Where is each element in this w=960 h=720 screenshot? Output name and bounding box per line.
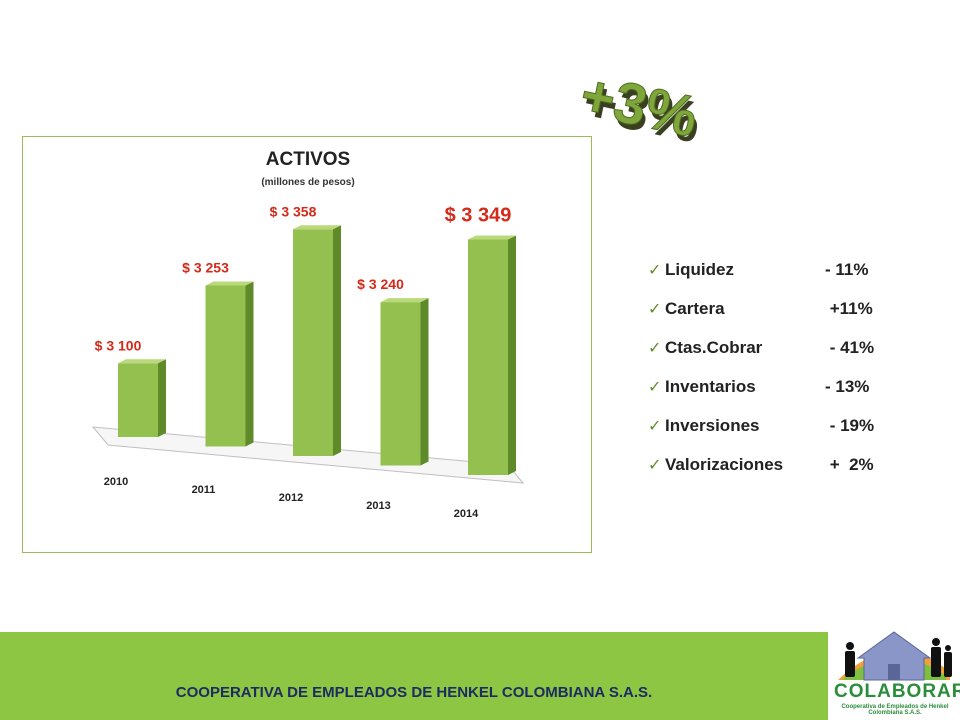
bar-value-label: $ 3 349: [445, 204, 512, 226]
x-tick-label: 2012: [279, 492, 303, 504]
kpi-list: ✓ Liquidez - 11% ✓ Cartera +11% ✓ Ctas.C…: [648, 250, 908, 484]
kpi-label: Ctas.Cobrar: [665, 337, 763, 357]
kpi-value: +11%: [825, 298, 873, 318]
bar-value-label: $ 3 100: [95, 337, 142, 353]
kpi-item: ✓ Valorizaciones + 2%: [648, 445, 908, 484]
check-icon: ✓: [648, 417, 662, 435]
bar-front: [293, 229, 333, 456]
bars-layer: $ 3 100 2010 $ 3 253 2011 $ 3 358 2012 $ 3 240…: [95, 203, 516, 520]
bar-top: [468, 235, 516, 240]
bar-side: [420, 298, 429, 466]
bar-side: [508, 235, 516, 475]
footer-band: [0, 632, 828, 720]
kpi-item: ✓ Liquidez - 11%: [648, 250, 908, 289]
check-icon: ✓: [648, 261, 662, 279]
bar-side: [158, 359, 166, 437]
svg-text:+3%: +3%: [575, 62, 702, 150]
bar-value-label: $ 3 253: [182, 259, 229, 275]
kpi-item: ✓ Cartera +11%: [648, 289, 908, 328]
bar-front: [468, 239, 508, 475]
assets-chart: $ 3 100 2010 $ 3 253 2011 $ 3 358 2012 $ 3 240…: [22, 136, 592, 553]
bar-value-label: $ 3 358: [270, 203, 317, 219]
kpi-value: - 41%: [825, 337, 875, 357]
check-icon: ✓: [648, 300, 662, 318]
bar-top: [118, 359, 166, 364]
logo-emblem-icon: [838, 631, 952, 681]
bar-front: [118, 363, 158, 437]
chart-title: ACTIVOS: [265, 149, 351, 170]
kpi-label: Inversiones: [665, 415, 760, 435]
bar-top: [380, 298, 429, 303]
bar-top: [293, 225, 341, 230]
check-icon: ✓: [648, 378, 662, 396]
kpi-item: ✓ Inversiones - 19%: [648, 406, 908, 445]
kpi-item: ✓ Inventarios - 13%: [648, 367, 908, 406]
kpi-item: ✓ Ctas.Cobrar - 41%: [648, 328, 908, 367]
x-tick-label: 2014: [454, 508, 479, 520]
bar-top: [205, 281, 254, 286]
logo-name: COLABORAR: [834, 681, 960, 702]
logo: COLABORAR Cooperativa de Empleados de He…: [828, 628, 960, 720]
bar-side: [333, 225, 341, 456]
check-icon: ✓: [648, 456, 662, 474]
kpi-label: Cartera: [665, 298, 725, 318]
bar-value-label: $ 3 240: [357, 276, 404, 292]
kpi-value: + 2%: [825, 454, 874, 474]
logo-tagline: Cooperativa de Empleados de Henkel Colom…: [841, 704, 949, 716]
x-tick-label: 2011: [192, 484, 216, 496]
kpi-value: - 11%: [825, 259, 869, 279]
kpi-value: - 13%: [825, 376, 870, 396]
bar-front: [205, 285, 246, 447]
bar-front: [380, 302, 421, 466]
x-tick-label: 2010: [104, 476, 128, 488]
kpi-value: - 19%: [825, 415, 875, 435]
check-icon: ✓: [648, 339, 662, 357]
growth-percentage: +3% +3%: [574, 61, 702, 155]
kpi-label: Valorizaciones: [665, 454, 784, 474]
chart-canvas: $ 3 100 2010 $ 3 253 2011 $ 3 358 2012 $ 3 240…: [91, 203, 525, 520]
x-tick-label: 2013: [366, 500, 390, 512]
kpi-label: Inventarios: [665, 376, 756, 396]
footer-title: COOPERATIVA DE EMPLEADOS DE HENKEL COLOM…: [175, 684, 653, 701]
bar-side: [245, 281, 254, 447]
chart-subtitle: (millones de pesos): [261, 177, 355, 188]
kpi-label: Liquidez: [665, 259, 734, 279]
